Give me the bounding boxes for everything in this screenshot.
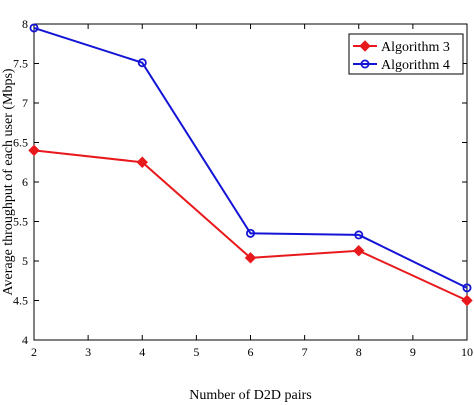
x-tick-label: 4: [139, 345, 145, 359]
axis-ticks: 2 3 4 5 6 7 8 9 10 4 4.5 5 5.5 6 6.5 7 7.5 8: [13, 17, 473, 359]
series-line: [33, 149, 468, 302]
data-point: [137, 58, 147, 68]
series-2: [29, 23, 472, 293]
data-point: [245, 228, 255, 238]
x-tick-label: 7: [302, 345, 308, 359]
data-point: [136, 156, 148, 168]
data-point: [462, 283, 472, 293]
series-line: [33, 26, 468, 289]
legend-marker: [359, 40, 371, 52]
y-tick-label: 8: [22, 17, 28, 31]
legend: Algorithm 3 Algorithm 4: [348, 33, 464, 75]
x-tick-label: 6: [248, 345, 254, 359]
y-axis-label: Average throughput of each user (Mbps): [1, 68, 16, 296]
x-tick-label: 2: [31, 345, 37, 359]
y-tick-label: 4.5: [13, 294, 28, 308]
data-point: [244, 252, 257, 264]
y-tick-label: 7: [22, 96, 28, 110]
y-tick-label: 4: [22, 333, 28, 347]
x-tick-label: 9: [410, 345, 416, 359]
y-tick-label: 5: [22, 254, 28, 268]
legend-label: Algorithm 3: [381, 40, 450, 55]
x-tick-label: 5: [193, 345, 199, 359]
data-point: [354, 230, 364, 240]
y-tick-label: 6: [22, 175, 28, 189]
data-point: [461, 294, 473, 307]
x-tick-label: 3: [85, 345, 91, 359]
series-layer: [28, 23, 473, 307]
legend-label: Algorithm 4: [381, 58, 450, 73]
y-tick-label: 5.5: [13, 215, 28, 229]
x-tick-label: 10: [461, 345, 473, 359]
series-1: [28, 144, 473, 307]
y-tick-label: 7.5: [13, 57, 28, 71]
data-point: [28, 144, 40, 157]
data-point: [353, 245, 365, 257]
x-axis-label: Number of D2D pairs: [189, 388, 311, 403]
data-point: [29, 23, 39, 33]
x-tick-label: 8: [356, 345, 362, 359]
y-tick-label: 6.5: [13, 136, 28, 150]
legend-marker: [360, 59, 370, 69]
